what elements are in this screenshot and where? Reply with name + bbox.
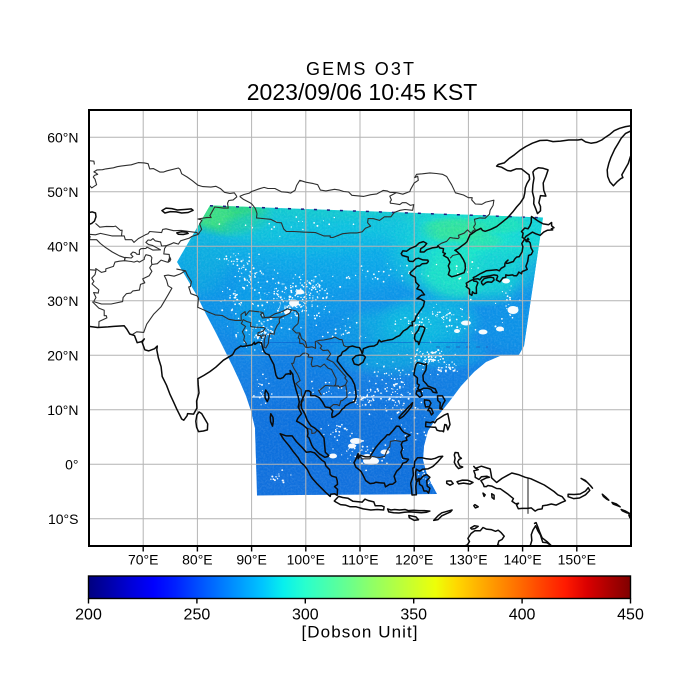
svg-text:40°N: 40°N <box>47 238 78 254</box>
svg-text:20°N: 20°N <box>47 347 78 363</box>
svg-text:130°E: 130°E <box>449 552 487 568</box>
svg-text:400: 400 <box>509 607 536 624</box>
svg-text:2023/09/06 10:45 KST: 2023/09/06 10:45 KST <box>247 79 478 105</box>
svg-text:100°E: 100°E <box>287 552 325 568</box>
svg-text:30°N: 30°N <box>47 293 78 309</box>
svg-text:150°E: 150°E <box>558 552 596 568</box>
svg-text:300: 300 <box>292 607 319 624</box>
svg-text:10°N: 10°N <box>47 402 78 418</box>
svg-text:200: 200 <box>75 607 102 624</box>
svg-text:GEMS O3T: GEMS O3T <box>306 59 414 79</box>
svg-text:110°E: 110°E <box>341 552 378 568</box>
svg-text:80°E: 80°E <box>182 552 213 568</box>
svg-text:70°E: 70°E <box>128 552 159 568</box>
svg-text:450: 450 <box>617 607 644 624</box>
svg-text:10°S: 10°S <box>48 511 79 527</box>
svg-text:50°N: 50°N <box>47 184 78 200</box>
svg-text:90°E: 90°E <box>236 552 267 568</box>
svg-text:[Dobson Unit]: [Dobson Unit] <box>302 623 418 642</box>
svg-text:250: 250 <box>184 607 211 624</box>
svg-text:350: 350 <box>400 607 427 624</box>
svg-text:0°: 0° <box>65 456 78 472</box>
svg-text:120°E: 120°E <box>395 552 433 568</box>
svg-text:140°E: 140°E <box>503 552 541 568</box>
svg-text:60°N: 60°N <box>47 129 78 145</box>
